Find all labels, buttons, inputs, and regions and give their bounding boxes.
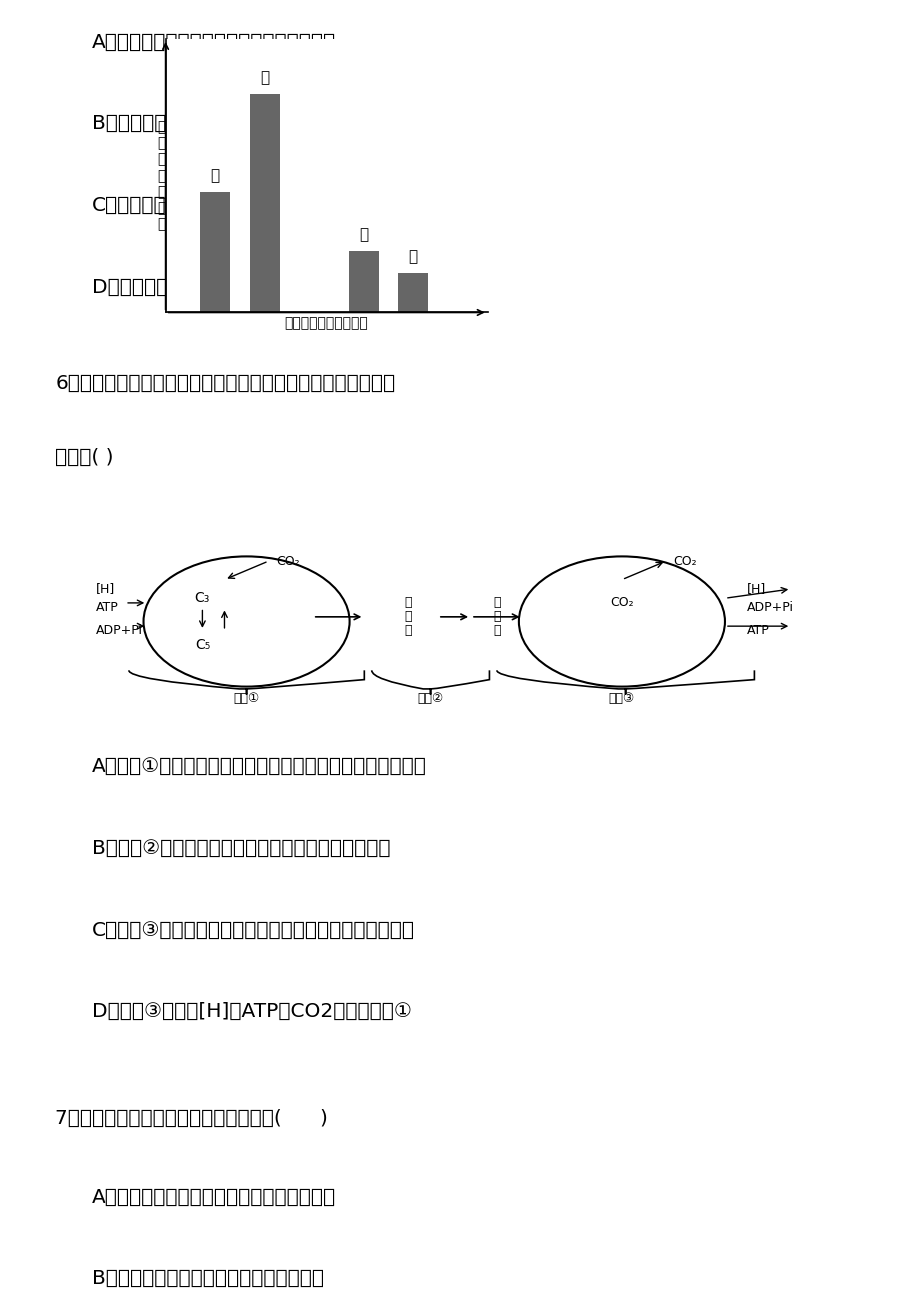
Text: 过程①: 过程① [233, 691, 259, 704]
Text: 过程③: 过程③ [608, 691, 634, 704]
Text: CO₂: CO₂ [609, 596, 633, 609]
Text: CO₂: CO₂ [276, 555, 300, 568]
Text: D．过程③产生的[H]、ATP、CO2都用于过程①: D．过程③产生的[H]、ATP、CO2都用于过程① [92, 1003, 412, 1021]
Bar [398, 273, 427, 312]
Y-axis label: 色
素
的
相
对
含
量: 色 素 的 相 对 含 量 [157, 120, 165, 232]
Text: 过程②: 过程② [417, 691, 443, 704]
Text: 甲: 甲 [210, 168, 220, 184]
Text: C．四种色素在层析液中溶解度最大的是甲: C．四种色素在层析液中溶解度最大的是甲 [92, 195, 323, 215]
Text: C₃: C₃ [195, 591, 210, 605]
X-axis label: 与滤液细线的相对距离: 与滤液细线的相对距离 [284, 316, 369, 331]
Text: B．一旦离开活细胞，酶就失去了催化能力: B．一旦离开活细胞，酶就失去了催化能力 [92, 1269, 323, 1288]
Text: C．过程③表示有氧呼吸第二阶段，无氧条件下能正常进行: C．过程③表示有氧呼吸第二阶段，无氧条件下能正常进行 [92, 921, 414, 940]
Text: B．过程②发生在细胞质基质中，所有活细胞都能进行: B．过程②发生在细胞质基质中，所有活细胞都能进行 [92, 838, 390, 858]
Text: 7．关于酶的性质，下列叙述中错误的是(      ): 7．关于酶的性质，下列叙述中错误的是( ) [55, 1108, 328, 1128]
Text: [H]: [H] [746, 582, 766, 595]
Text: 葡
萄
糖: 葡 萄 糖 [404, 596, 412, 638]
Bar [200, 193, 230, 312]
Text: C₅: C₅ [195, 638, 210, 652]
Text: ATP: ATP [746, 624, 769, 637]
Bar [250, 94, 279, 312]
Text: ADP+Pi: ADP+Pi [96, 624, 142, 637]
Text: 丙
酮
酸: 丙 酮 酸 [493, 596, 500, 638]
Text: A．化学反应前后，酶的化学性质和数量不变: A．化学反应前后，酶的化学性质和数量不变 [92, 1187, 335, 1207]
Text: A．过程①表示光合作用暗反应，无光条件下能持续正常进行: A．过程①表示光合作用暗反应，无光条件下能持续正常进行 [92, 758, 426, 776]
Text: 丙: 丙 [358, 228, 368, 242]
Text: 乙: 乙 [260, 70, 269, 85]
Text: A．叶绿体中的四种色素分布在类囊体薄膜上: A．叶绿体中的四种色素分布在类囊体薄膜上 [92, 33, 335, 52]
Text: D．发黄菠菜叶中色素含量显著减少的是甲和乙: D．发黄菠菜叶中色素含量显著减少的是甲和乙 [92, 277, 350, 297]
Text: 6．下图是绿色植物叶肉细胞的部分代谢过程图解，相关叙述正: 6．下图是绿色植物叶肉细胞的部分代谢过程图解，相关叙述正 [55, 374, 395, 393]
Bar [348, 251, 379, 312]
Text: ATP: ATP [96, 602, 119, 615]
Text: CO₂: CO₂ [673, 555, 697, 568]
Text: 丁: 丁 [408, 250, 417, 264]
Text: [H]: [H] [96, 582, 115, 595]
Text: ADP+Pi: ADP+Pi [746, 602, 793, 615]
Text: B．四种色素均可溶于有机溶剂无水乙醇中: B．四种色素均可溶于有机溶剂无水乙醇中 [92, 115, 323, 133]
Text: 确的是( ): 确的是( ) [55, 448, 114, 467]
